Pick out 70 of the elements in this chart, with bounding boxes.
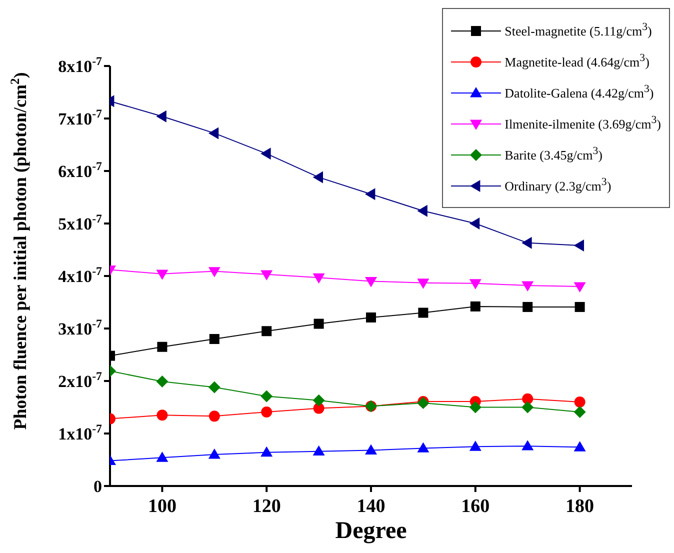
x-tick-label: 120 (252, 496, 281, 517)
point (365, 188, 376, 200)
point (260, 390, 273, 402)
legend-label: Steel-magnetite (5.11g/cm$^{3}$) (504, 21, 652, 40)
point (574, 302, 585, 312)
y-tick-label: 7x10$^{-7}$ (58, 106, 102, 128)
point (522, 393, 534, 404)
point (574, 441, 586, 452)
legend-label: Barite (3.45g/cm$^{3}$) (504, 145, 603, 164)
point (312, 394, 325, 406)
y-tick-label: 6x10$^{-7}$ (58, 159, 102, 181)
point (366, 312, 376, 322)
point (157, 342, 168, 352)
point (574, 282, 586, 292)
point (312, 171, 323, 184)
point (260, 446, 273, 457)
x-axis-title: Degree (335, 518, 408, 544)
point (469, 218, 480, 230)
point (522, 440, 534, 450)
y-tick-label: 5x10$^{-7}$ (58, 212, 102, 234)
point (417, 442, 430, 452)
point (574, 396, 586, 408)
point (417, 397, 430, 410)
x-tick-label: 180 (566, 496, 594, 517)
x-tick-label: 160 (461, 496, 490, 517)
y-tick-label: 2x10$^{-7}$ (58, 369, 102, 391)
point (262, 326, 272, 336)
point (574, 406, 586, 418)
point (417, 204, 428, 217)
point (208, 448, 220, 459)
y-tick-label: 1x10$^{-7}$ (58, 422, 102, 444)
point (470, 301, 480, 312)
point (208, 410, 220, 422)
point (156, 410, 168, 421)
point (574, 240, 584, 252)
point (208, 127, 219, 140)
point (469, 401, 482, 414)
point (522, 236, 532, 249)
point (260, 270, 273, 280)
point (209, 334, 220, 344)
point (312, 273, 325, 284)
point (208, 381, 220, 394)
point (469, 440, 482, 451)
point (522, 302, 533, 312)
legend-label: Ordinary (2.3g/cm$^{3}$) (504, 176, 612, 195)
point (156, 270, 168, 280)
point (156, 110, 166, 122)
legend-label: Magnetite-lead (4.64g/cm$^{3}$) (504, 52, 650, 71)
y-tick-label: 4x10$^{-7}$ (58, 264, 102, 286)
point (260, 148, 271, 160)
y-tick-label: 0 (94, 477, 102, 496)
x-tick-label: 140 (356, 496, 386, 517)
x-tick-label: 100 (148, 496, 176, 517)
point (261, 406, 272, 418)
point (418, 308, 428, 318)
point (417, 278, 430, 289)
point (312, 445, 325, 456)
y-tick-label: 8x10$^{-7}$ (58, 54, 102, 76)
point (469, 279, 482, 290)
legend-label: Ilmenite-ilmenite (3.69g/cm$^{3}$) (504, 114, 661, 133)
point (314, 318, 324, 329)
legend-label: Datolite-Galena (4.42g/cm$^{3}$) (504, 83, 654, 102)
point (522, 401, 534, 414)
point (522, 281, 534, 292)
point (156, 452, 168, 462)
point (365, 277, 377, 288)
y-tick-label: 3x10$^{-7}$ (58, 316, 102, 338)
point (208, 267, 220, 278)
point (156, 376, 168, 388)
point (365, 444, 377, 454)
